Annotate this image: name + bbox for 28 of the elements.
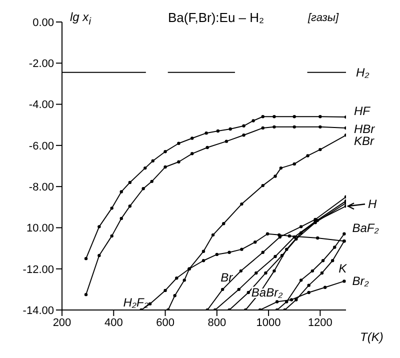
y-tick-label: 0.00 xyxy=(32,16,54,29)
y-tick-label: -6.00 xyxy=(28,140,54,152)
series-label: Br₂ xyxy=(352,274,370,288)
series-label: K xyxy=(338,262,348,276)
y-tick-label: -4.00 xyxy=(28,99,54,112)
y-tick-label: -12.00 xyxy=(22,264,54,276)
series-label: HF xyxy=(354,104,371,118)
y-axis-title: lg x$_{i}$ xyxy=(70,10,91,28)
x-tick-label: 200 xyxy=(52,316,72,329)
series-label: H₂ xyxy=(356,65,370,80)
series-label: H₂F₂ xyxy=(123,295,149,310)
x-tick-label: 600 xyxy=(156,316,174,329)
chart-subtitle: [газы] xyxy=(308,12,338,24)
series-label: HBr xyxy=(354,122,376,136)
legend-label: H xyxy=(368,197,377,212)
y-tick-label: 10.00 xyxy=(26,222,54,235)
chart-title: Ba(F,Br):Eu – H₂ xyxy=(168,10,264,25)
x-axis-title: T(K) xyxy=(360,330,384,344)
y-tick-label: -14.00 xyxy=(22,304,54,317)
x-tick-label: 400 xyxy=(104,316,123,329)
x-tick-label: 1000 xyxy=(256,316,281,329)
x-tick-label: 800 xyxy=(208,316,226,329)
series-label: KBr xyxy=(354,134,376,148)
y-tick-label: -8.00 xyxy=(28,181,54,194)
series-label: Br xyxy=(220,270,234,284)
x-tick-label: 1200 xyxy=(308,316,332,329)
series-label: BaF₂ xyxy=(352,220,380,235)
y-tick-label: -2.00 xyxy=(28,58,54,70)
